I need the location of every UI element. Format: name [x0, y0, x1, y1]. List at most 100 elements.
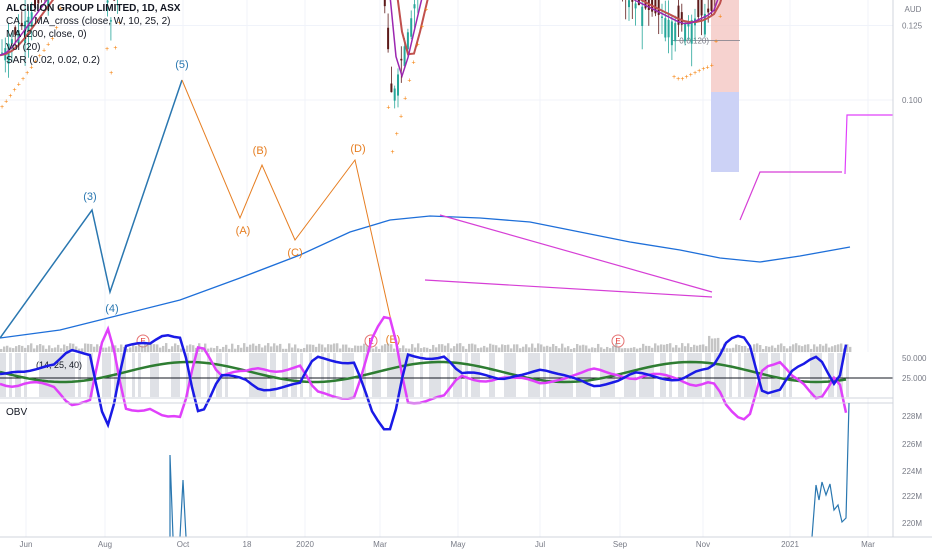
volume-bar: [735, 344, 738, 352]
legend: ALCIDION GROUP LIMITED, 1D, ASX CA_-_MA_…: [6, 2, 180, 67]
volume-bar: [660, 344, 663, 352]
volume-bar: [246, 346, 249, 352]
volume-bar: [147, 343, 150, 352]
volume-bar: [807, 344, 810, 352]
volume-bar: [138, 344, 141, 352]
elliott-wave-label: (B): [253, 145, 268, 157]
sar-dot: +: [4, 99, 8, 106]
oscillator-band: [48, 353, 51, 397]
volume-bar: [405, 348, 408, 352]
volume-bar: [768, 346, 771, 352]
oscillator-band: [624, 353, 627, 397]
oscillator-band: [738, 353, 741, 397]
volume-bar: [699, 344, 702, 352]
volume-bar: [609, 348, 612, 352]
oscillator-band: [66, 353, 69, 397]
oscillator-band: [810, 353, 813, 397]
oscillator-band: [207, 353, 210, 397]
oscillator-band: [639, 353, 642, 397]
oscillator-band: [420, 353, 423, 397]
obv-tick-label: 226M: [902, 440, 922, 449]
volume-bar: [420, 348, 423, 352]
sar-dot: +: [407, 78, 411, 85]
candle-body: [677, 5, 680, 25]
volume-bar: [732, 347, 735, 352]
volume-bar: [522, 346, 525, 352]
candle-body: [703, 13, 706, 35]
volume-bar: [471, 343, 474, 352]
volume-bar: [108, 346, 111, 352]
volume-bar: [753, 344, 756, 352]
oscillator-band: [744, 353, 747, 397]
elliott-wave-label: (5): [175, 59, 188, 71]
volume-bar: [186, 345, 189, 352]
sar-dot: +: [109, 70, 113, 77]
volume-bar: [684, 346, 687, 352]
legend-indicator-ma-cross[interactable]: CA_-_MA_cross (close, W, 10, 25, 2): [6, 16, 171, 27]
volume-bar: [192, 345, 195, 352]
breakout-line: [739, 171, 842, 221]
volume-bar: [447, 343, 450, 352]
oscillator-band: [753, 353, 756, 397]
time-tick-label: 18: [243, 540, 252, 549]
volume-bar: [756, 343, 759, 352]
volume-bar: [207, 348, 210, 352]
volume-bar: [165, 343, 168, 352]
legend-indicator-ma200[interactable]: MA (200, close, 0): [6, 29, 87, 40]
volume-bar: [603, 348, 606, 352]
volume-bar: [93, 346, 96, 352]
sar-dot: +: [424, 7, 428, 14]
legend-indicator-volume[interactable]: Vol (20): [6, 42, 41, 53]
oscillator-band: [192, 353, 195, 397]
time-tick-label: Mar: [373, 540, 387, 549]
oscillator-band: [156, 353, 159, 397]
elliott-wave-label: (A): [236, 225, 251, 237]
legend-indicator-sar[interactable]: SAR (0.02, 0.02, 0.2): [6, 55, 100, 66]
oscillator-band: [90, 353, 93, 397]
oscillator-band: [78, 353, 81, 397]
volume-bar: [276, 345, 279, 352]
candle-body: [661, 16, 663, 18]
volume-bar: [636, 348, 639, 352]
volume-bar: [462, 346, 465, 352]
elliott-wave-label: (C): [287, 247, 302, 259]
oscillator-band: [396, 353, 399, 397]
obv-label: OBV: [6, 407, 27, 418]
earnings-marker-label: E: [140, 337, 145, 346]
price-grid: [0, 0, 893, 537]
volume-bar: [51, 348, 54, 352]
volume-bar: [477, 348, 480, 352]
oscillator-band: [42, 353, 45, 397]
oscillator-band: [393, 353, 396, 397]
time-tick-label: 2020: [296, 540, 314, 549]
sar-dot: +: [105, 46, 109, 53]
volume-bar: [846, 344, 849, 352]
volume-bar: [174, 343, 177, 352]
obv-tick-label: 222M: [902, 492, 922, 501]
sar-dot: +: [672, 74, 676, 81]
volume-bar: [18, 345, 21, 352]
oscillator-band: [681, 353, 684, 397]
candle-body: [383, 0, 386, 7]
volume-bar: [789, 346, 792, 352]
volume-bar: [345, 344, 348, 352]
volume-bar: [120, 344, 123, 352]
measure-box-lower: [711, 92, 739, 172]
oscillator-band: [39, 353, 42, 397]
time-tick-label: Sep: [613, 540, 628, 549]
oscillator-band: [606, 353, 609, 397]
oscillator-band: [309, 353, 312, 397]
volume-bar: [606, 346, 609, 352]
volume-bar: [297, 348, 300, 352]
oscillator-band: [18, 353, 21, 397]
oscillator-band: [351, 353, 354, 397]
oscillator-band: [777, 353, 780, 397]
volume-bar: [249, 344, 252, 352]
impulse-wave-line: [0, 79, 183, 339]
volume-bar: [564, 347, 567, 352]
sar-dot: +: [689, 72, 693, 79]
legend-title[interactable]: ALCIDION GROUP LIMITED, 1D, ASX: [6, 3, 181, 14]
volume-bar: [87, 343, 90, 352]
oscillator-band: [456, 353, 459, 397]
volume-bar: [582, 344, 585, 352]
